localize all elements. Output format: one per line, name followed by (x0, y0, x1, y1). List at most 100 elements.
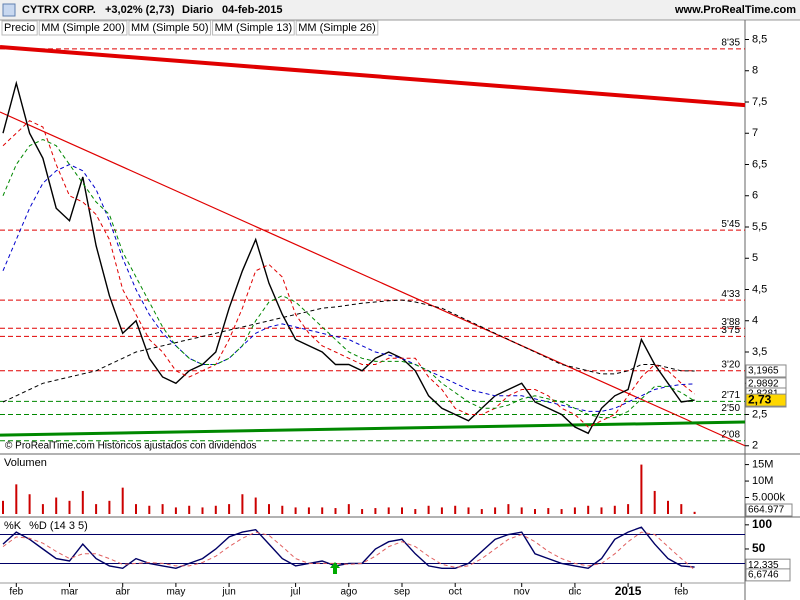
level-label: 5'45 (721, 219, 740, 230)
menu-icon[interactable] (2, 3, 16, 17)
volume-bar (560, 509, 563, 514)
signal-arrow (330, 562, 340, 574)
series-line (2, 138, 695, 419)
y-tick-label: 4 (752, 315, 758, 327)
level-label: 3'20 (721, 359, 740, 370)
volume-bar (347, 504, 350, 514)
volume-bar (547, 508, 550, 514)
volume-bar (454, 505, 457, 514)
volume-bar (627, 504, 630, 514)
volume-bar (587, 505, 590, 514)
y-tick-label: 5,5 (752, 221, 767, 233)
price-box-label: 2,9892 (748, 379, 779, 390)
volume-bar (534, 509, 536, 514)
x-tick-label: jun (221, 587, 235, 598)
price-box-label: 2,73 (748, 392, 772, 406)
volume-bar (68, 500, 71, 514)
volume-bar (254, 497, 257, 514)
volume-bar (307, 507, 310, 514)
x-tick-label: mar (61, 587, 79, 598)
volume-bar (108, 500, 111, 514)
x-tick-label: may (166, 587, 185, 598)
legend-box (1, 20, 38, 36)
x-tick-label: ago (340, 587, 357, 598)
y-tick-label: 6,5 (752, 158, 767, 170)
stoch-box (745, 568, 791, 582)
y-tick-label: 100 (752, 517, 772, 531)
volume-bar (228, 504, 231, 514)
volume-bar (613, 505, 616, 514)
x-tick-label: sep (394, 587, 411, 598)
volume-bar (321, 507, 324, 514)
y-tick-label: 50 (752, 541, 766, 555)
title-bar (0, 0, 800, 20)
y-tick-label: 6 (752, 190, 758, 202)
volume-bar (640, 464, 643, 514)
volume-bar (2, 500, 4, 514)
x-tick-label: 2015 (615, 584, 642, 598)
trendline (0, 420, 746, 437)
volume-bar (653, 490, 656, 514)
volume-bar (294, 507, 297, 514)
change: +3,02% (2,73) (105, 4, 175, 16)
volume-bar (361, 509, 364, 514)
volume-bar (600, 507, 603, 514)
legend-entry: MM (Simple 13) (215, 22, 293, 34)
legend-box (128, 20, 212, 36)
site: www.ProRealTime.com (674, 4, 796, 16)
legend-box (295, 20, 379, 36)
y-tick-label: 4,5 (752, 283, 767, 295)
y-tick-label: 15M (752, 458, 773, 470)
legend-entry: MM (Simple 26) (298, 22, 376, 34)
legend-entry: MM (Simple 200) (41, 22, 125, 34)
volume-bar (414, 509, 417, 514)
volume-bar (268, 504, 270, 514)
volume-bar (427, 505, 430, 514)
volume-bar (467, 507, 470, 514)
volume-bar (81, 490, 84, 514)
y-tick-label: 3,5 (752, 346, 767, 358)
trendline (0, 111, 746, 447)
x-tick-label: dic (569, 587, 582, 598)
x-tick-label: nov (514, 587, 530, 598)
y-tick-label: 7 (752, 127, 758, 139)
y-tick-label: 5 (752, 252, 758, 264)
level-label: 2'71 (721, 390, 740, 401)
level-label: 4'33 (721, 289, 740, 300)
volume-bar (201, 507, 204, 514)
level-label: 8'35 (721, 38, 740, 49)
period: Diario (182, 4, 213, 16)
x-tick-label: feb (9, 587, 23, 598)
x-tick-label: jul (290, 587, 301, 598)
volume-bar (95, 504, 98, 514)
y-tick-label: 8 (752, 65, 758, 77)
volume-bar (281, 505, 284, 514)
volume-bar (214, 505, 217, 514)
stoch-box-label: 12,335 (748, 560, 779, 571)
y-tick-label: 10M (752, 475, 773, 487)
volume-box (745, 503, 793, 517)
date: 04-feb-2015 (222, 4, 283, 16)
y-tick-label: 8,5 (752, 33, 767, 45)
series-line (2, 299, 695, 403)
price-box-label: 3,1965 (748, 366, 779, 377)
price-box (745, 393, 787, 407)
legend-entry: MM (Simple 50) (131, 22, 209, 34)
legend-box (212, 20, 295, 36)
volume-bar (693, 511, 696, 514)
volume-bar (520, 507, 523, 514)
volume-bar (667, 500, 669, 514)
series-line (2, 120, 695, 428)
volume-bar (573, 507, 576, 514)
volume-bar (480, 509, 483, 514)
volume-bar (188, 505, 191, 514)
series-line (2, 526, 695, 570)
level-label: 3'75 (721, 325, 740, 336)
price-box (745, 364, 787, 378)
volume-bar (148, 505, 151, 514)
series-line (2, 80, 695, 435)
legend-entry: Precio (4, 22, 35, 34)
series-line (2, 163, 695, 412)
volume-title: Volumen (4, 457, 47, 469)
